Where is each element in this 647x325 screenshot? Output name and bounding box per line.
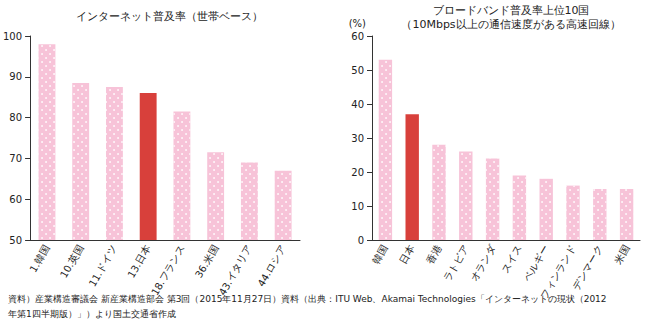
svg-text:20: 20: [351, 167, 364, 178]
svg-text:インターネット普及率（世帯ベース）: インターネット普及率（世帯ベース）: [76, 10, 263, 23]
svg-text:18.フランス: 18.フランス: [149, 243, 186, 297]
svg-text:80: 80: [9, 112, 22, 123]
svg-text:90: 90: [9, 71, 22, 82]
svg-text:ベルギー: ベルギー: [521, 243, 551, 283]
svg-text:0: 0: [358, 235, 364, 246]
svg-text:11.ドイツ: 11.ドイツ: [87, 243, 119, 288]
svg-text:100: 100: [3, 31, 22, 42]
svg-text:44.ロシア: 44.ロシア: [255, 243, 287, 288]
svg-text:50: 50: [351, 65, 364, 76]
svg-text:米国: 米国: [612, 243, 632, 266]
svg-text:50: 50: [9, 235, 22, 246]
svg-text:オランダ: オランダ: [468, 242, 498, 283]
svg-text:（10Mbps以上の通信速度がある高速回線）: （10Mbps以上の通信速度がある高速回線）: [401, 18, 620, 31]
svg-text:60: 60: [351, 31, 364, 42]
svg-text:香港: 香港: [424, 243, 444, 266]
svg-text:ラトビア: ラトビア: [441, 243, 471, 283]
svg-text:40: 40: [351, 99, 364, 110]
svg-text:スイス: スイス: [500, 243, 525, 274]
svg-text:1.韓国: 1.韓国: [27, 243, 51, 274]
svg-text:30: 30: [351, 133, 364, 144]
svg-text:日本: 日本: [397, 243, 417, 266]
svg-text:60: 60: [9, 194, 22, 205]
svg-text:韓国: 韓国: [371, 243, 391, 266]
svg-text:43.イタリア: 43.イタリア: [217, 243, 254, 297]
svg-text:資料）産業構造審議会 新産業構造部会 第3回（2015年11: 資料）産業構造審議会 新産業構造部会 第3回（2015年11月27日）資料（出典…: [8, 294, 607, 304]
svg-text:36.米国: 36.米国: [193, 243, 220, 280]
svg-text:デンマーク: デンマーク: [570, 243, 605, 292]
svg-text:(%): (%): [349, 18, 366, 29]
svg-text:13.日本: 13.日本: [125, 243, 152, 280]
svg-text:年第1四半期版）」）より国土交通省作成: 年第1四半期版）」）より国土交通省作成: [8, 309, 176, 319]
svg-text:10: 10: [351, 201, 364, 212]
svg-text:フィンランド: フィンランド: [538, 243, 578, 300]
svg-text:70: 70: [9, 153, 22, 164]
svg-text:10.英国: 10.英国: [58, 243, 85, 280]
svg-text:ブロードバンド普及率上位10国: ブロードバンド普及率上位10国: [433, 4, 590, 17]
